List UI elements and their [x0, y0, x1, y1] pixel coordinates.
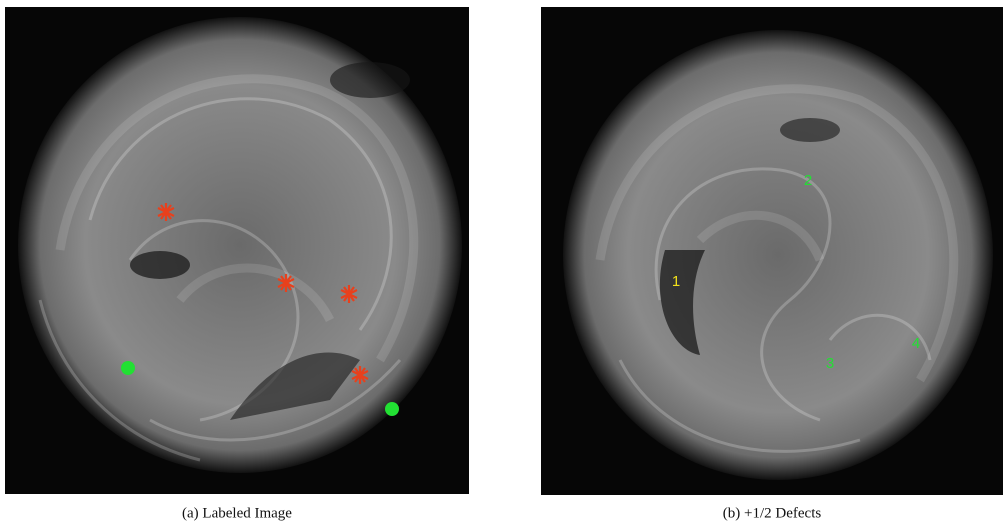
- defect-label: 4: [912, 335, 920, 352]
- panel-a: (a) Labeled Image: [5, 7, 469, 521]
- caption: (a) Labeled Image: [182, 505, 292, 521]
- defect-label: 1: [672, 273, 680, 290]
- dot-marker: [121, 361, 135, 375]
- defect-label: 3: [826, 355, 834, 372]
- panel-b: 1 2 3 4 (b) +1/2 Defects: [541, 7, 1003, 521]
- figure: (a) Labeled Image 1 2 3 4 (b) +1/2 Defec…: [0, 0, 1006, 527]
- caption: (b) +1/2 Defects: [723, 505, 822, 521]
- defect-label: 2: [804, 172, 812, 189]
- dot-marker: [385, 402, 399, 416]
- image-disc: [563, 30, 993, 480]
